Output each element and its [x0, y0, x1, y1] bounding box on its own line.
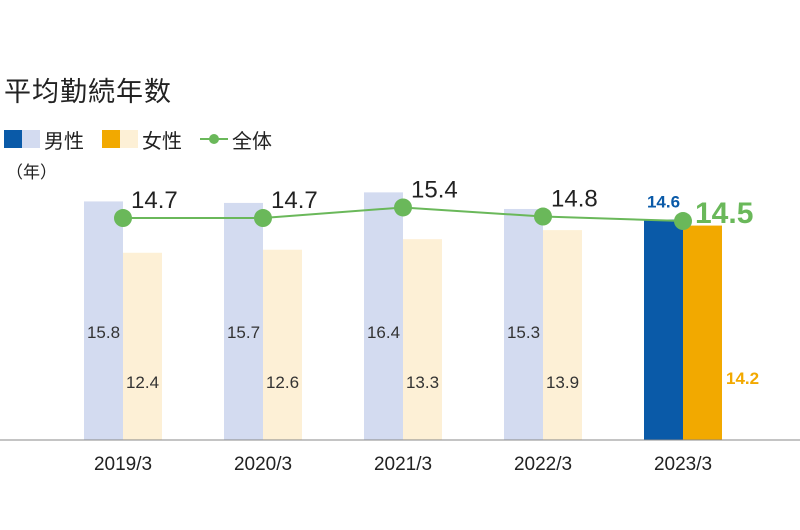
legend-swatch-female-past	[120, 130, 138, 148]
legend-item-male: 男性	[4, 125, 84, 154]
data-label-total: 14.8	[551, 186, 598, 213]
x-tick-label: 2022/3	[514, 454, 572, 475]
legend-line-marker-icon	[200, 134, 228, 144]
legend-label-male: 男性	[44, 128, 84, 153]
legend-swatch-male-past	[22, 130, 40, 148]
legend-label-female: 女性	[142, 128, 182, 153]
data-label-female: 13.9	[546, 373, 579, 392]
bar-female-4	[683, 225, 722, 440]
data-label-male: 15.7	[227, 323, 260, 342]
data-label-female: 14.2	[726, 369, 759, 388]
legend-swatch-male-latest	[4, 130, 22, 148]
bar-male-4	[644, 219, 683, 440]
x-tick-label: 2019/3	[94, 454, 152, 475]
bar-female-0	[123, 252, 162, 440]
data-label-total: 15.4	[411, 176, 458, 203]
y-unit-label: （年）	[6, 163, 57, 183]
bar-female-3	[543, 230, 582, 440]
data-label-male: 14.6	[647, 193, 680, 212]
legend-label-total: 全体	[232, 128, 272, 153]
bar-male-3	[504, 208, 543, 440]
data-label-total: 14.5	[695, 197, 753, 230]
x-tick-label: 2023/3	[654, 454, 712, 475]
data-label-total: 14.7	[131, 187, 178, 214]
x-tick-label: 2020/3	[234, 454, 292, 475]
data-label-male: 15.8	[87, 323, 120, 342]
bar-female-1	[263, 249, 302, 440]
x-tick-label: 2021/3	[374, 454, 432, 475]
legend: 男性 女性 全体	[4, 125, 290, 154]
chart-title: 平均勤続年数	[4, 77, 172, 108]
data-label-female: 12.6	[266, 373, 299, 392]
bar-female-2	[403, 239, 442, 440]
data-label-total: 14.7	[271, 187, 318, 214]
data-label-male: 15.3	[507, 323, 540, 342]
data-label-female: 13.3	[406, 373, 439, 392]
data-label-female: 12.4	[126, 373, 159, 392]
total-point-2	[394, 198, 412, 217]
legend-swatch-female-latest	[102, 130, 120, 148]
data-label-male: 16.4	[367, 323, 400, 342]
total-point-1	[254, 209, 272, 228]
legend-item-total: 全体	[200, 125, 272, 154]
total-point-0	[114, 209, 132, 228]
bar-male-0	[84, 201, 123, 440]
total-point-3	[534, 207, 552, 226]
bar-male-2	[364, 192, 403, 440]
bar-male-1	[224, 202, 263, 440]
total-point-4	[674, 212, 692, 231]
legend-item-female: 女性	[102, 125, 182, 154]
